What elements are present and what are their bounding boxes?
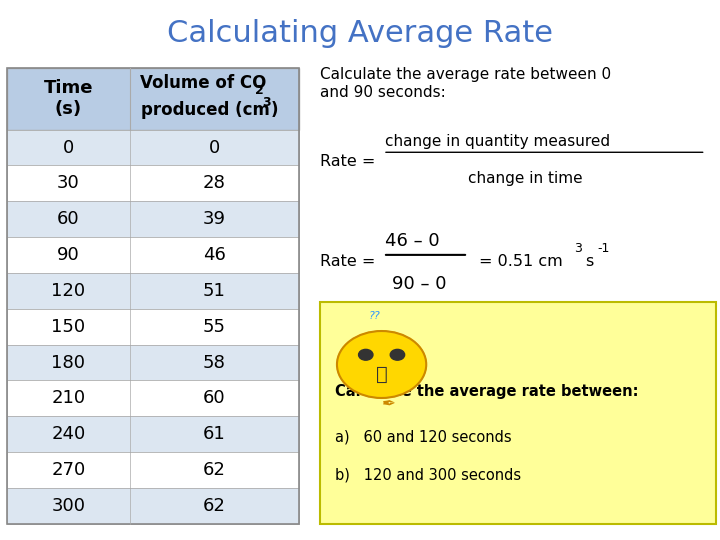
- Text: 58: 58: [203, 354, 225, 372]
- Text: Calculate the average rate between 0
and 90 seconds:: Calculate the average rate between 0 and…: [320, 68, 611, 100]
- Text: ): ): [270, 102, 278, 119]
- Text: ??: ??: [369, 311, 380, 321]
- Text: change in quantity measured: change in quantity measured: [385, 134, 611, 149]
- Text: 0: 0: [63, 139, 74, 157]
- Text: 150: 150: [51, 318, 86, 336]
- FancyBboxPatch shape: [7, 165, 299, 201]
- Text: 3: 3: [262, 96, 271, 110]
- Text: a)   60 and 120 seconds: a) 60 and 120 seconds: [335, 430, 511, 445]
- Text: Calculate the average rate between:: Calculate the average rate between:: [335, 384, 639, 399]
- FancyBboxPatch shape: [7, 345, 299, 381]
- FancyBboxPatch shape: [7, 452, 299, 488]
- Text: 90 – 0: 90 – 0: [392, 274, 447, 293]
- Text: produced (cm: produced (cm: [141, 102, 270, 119]
- Circle shape: [359, 349, 373, 360]
- Text: 90: 90: [57, 246, 80, 264]
- Text: ⌣: ⌣: [376, 364, 387, 384]
- Text: 60: 60: [57, 210, 80, 228]
- FancyBboxPatch shape: [7, 68, 299, 130]
- FancyBboxPatch shape: [7, 130, 299, 165]
- Circle shape: [337, 331, 426, 398]
- Text: Rate =: Rate =: [320, 254, 381, 269]
- Text: change in time: change in time: [468, 171, 582, 186]
- Text: s: s: [585, 254, 593, 269]
- Text: 270: 270: [51, 461, 86, 479]
- Text: 28: 28: [203, 174, 225, 192]
- Text: 62: 62: [203, 461, 225, 479]
- Text: 0: 0: [209, 139, 220, 157]
- Text: 240: 240: [51, 425, 86, 443]
- Text: -1: -1: [597, 242, 609, 255]
- FancyBboxPatch shape: [7, 237, 299, 273]
- Text: 62: 62: [203, 497, 225, 515]
- FancyBboxPatch shape: [320, 302, 716, 524]
- FancyBboxPatch shape: [7, 309, 299, 345]
- FancyBboxPatch shape: [7, 416, 299, 452]
- Text: 55: 55: [203, 318, 226, 336]
- Text: 2: 2: [255, 84, 264, 97]
- Text: 51: 51: [203, 282, 225, 300]
- Text: 210: 210: [51, 389, 86, 407]
- Circle shape: [390, 349, 405, 360]
- Text: Calculating Average Rate: Calculating Average Rate: [167, 19, 553, 48]
- Text: Volume of CO: Volume of CO: [140, 75, 266, 92]
- Text: ✒: ✒: [382, 396, 396, 414]
- Text: 60: 60: [203, 389, 225, 407]
- Text: 30: 30: [57, 174, 80, 192]
- FancyBboxPatch shape: [7, 273, 299, 309]
- Text: 120: 120: [51, 282, 86, 300]
- Text: 3: 3: [574, 242, 582, 255]
- Text: 46: 46: [203, 246, 225, 264]
- Text: 61: 61: [203, 425, 225, 443]
- Text: b)   120 and 300 seconds: b) 120 and 300 seconds: [335, 468, 521, 483]
- Text: = 0.51 cm: = 0.51 cm: [479, 254, 562, 269]
- FancyBboxPatch shape: [7, 488, 299, 524]
- FancyBboxPatch shape: [7, 201, 299, 237]
- Text: Rate =: Rate =: [320, 154, 381, 170]
- Text: 46 – 0: 46 – 0: [385, 232, 440, 251]
- Text: 180: 180: [51, 354, 86, 372]
- Text: 300: 300: [51, 497, 86, 515]
- Text: Time
(s): Time (s): [44, 79, 93, 118]
- Text: 39: 39: [203, 210, 226, 228]
- FancyBboxPatch shape: [7, 381, 299, 416]
